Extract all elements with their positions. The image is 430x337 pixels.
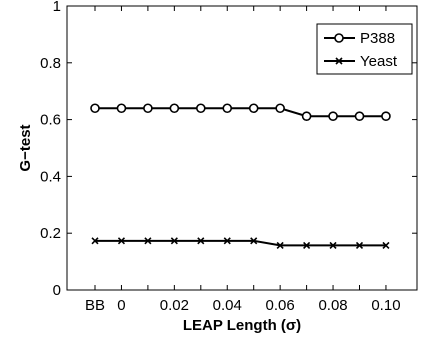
- series: [90, 103, 391, 249]
- data-point-yeast: [382, 241, 390, 249]
- legend-marker-p388: [334, 33, 344, 43]
- x-tick-label: 0.06: [266, 297, 295, 314]
- legend-box: [316, 23, 413, 75]
- data-point-p388: [354, 111, 365, 121]
- data-point-p388: [196, 103, 206, 114]
- x-tick-label: 0.10: [371, 297, 400, 314]
- data-point-yeast: [117, 237, 126, 245]
- y-tick-label: 0.4: [40, 168, 61, 185]
- data-point-yeast: [276, 241, 284, 249]
- y-axis-label: G−test: [17, 124, 34, 171]
- data-point-yeast: [144, 237, 152, 245]
- x-tick-label: 0.04: [213, 297, 242, 314]
- data-point-p388: [248, 103, 259, 114]
- data-point-yeast: [197, 237, 205, 245]
- data-point-p388: [90, 103, 100, 114]
- data-point-p388: [169, 103, 180, 114]
- y-tick-label: 1: [53, 0, 61, 15]
- data-point-yeast: [170, 237, 178, 245]
- x-tick-label: 0.02: [160, 297, 189, 314]
- data-point-yeast: [250, 237, 258, 245]
- data-point-yeast: [223, 237, 231, 245]
- legend: P388 Yeast: [316, 23, 413, 75]
- y-tick-label: 0.8: [40, 55, 61, 72]
- data-point-yeast: [91, 237, 99, 245]
- x-axis-label: LEAP Length (σ): [183, 317, 301, 334]
- y-tick-label: 0.2: [40, 225, 61, 242]
- y-tick-label: 0: [53, 282, 61, 299]
- y-tick-label: 0.6: [40, 112, 61, 129]
- x-tick-label: 0.08: [318, 297, 347, 314]
- data-point-yeast: [303, 241, 311, 249]
- data-point-p388: [275, 103, 285, 114]
- data-point-p388: [381, 111, 391, 121]
- data-point-p388: [301, 111, 312, 121]
- x-tick-label: 0: [117, 297, 125, 314]
- ticks: 0 0.2 0.4 0.6 0.8 1 BB 0 0.02 0.04 0.06 0.08 0.10: [40, 0, 417, 314]
- data-point-p388: [116, 103, 127, 114]
- data-point-p388: [328, 111, 338, 121]
- legend-label-p388: P388: [360, 30, 395, 47]
- data-point-yeast: [355, 241, 364, 249]
- data-point-p388: [222, 103, 233, 114]
- x-tick-label: BB: [85, 297, 105, 314]
- series-line-yeast: [95, 239, 386, 247]
- data-point-p388: [143, 103, 153, 114]
- legend-label-yeast: Yeast: [360, 53, 398, 70]
- legend-marker-yeast: [335, 57, 343, 65]
- data-point-yeast: [329, 241, 337, 249]
